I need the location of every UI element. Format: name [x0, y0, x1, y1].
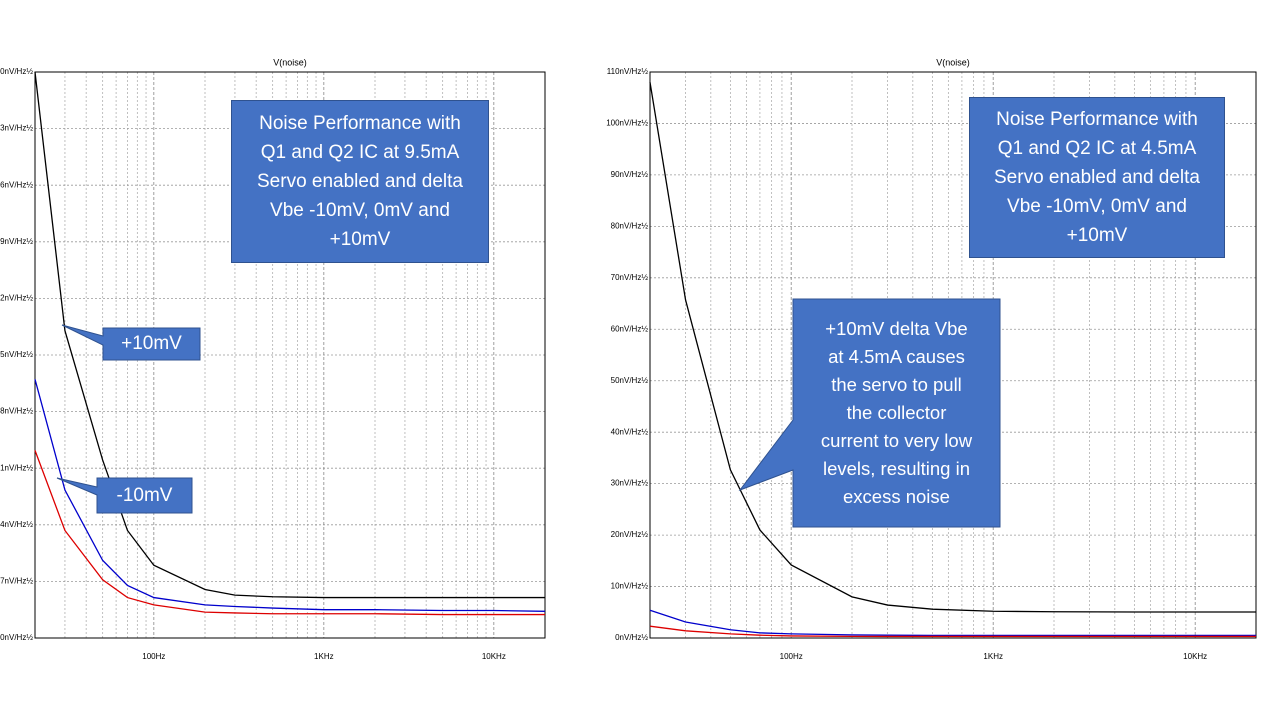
- annotation-line: Noise Performance with: [996, 109, 1198, 130]
- y-tick-label: 10nV/Hz½: [611, 582, 649, 591]
- y-tick-label: 0.0nV/Hz½: [0, 633, 33, 642]
- y-tick-label: 60nV/Hz½: [611, 324, 649, 333]
- plot-frame: [34, 71, 546, 639]
- y-tick-label: 40nV/Hz½: [611, 427, 649, 436]
- annotation-line: the collector: [846, 402, 947, 423]
- annotation-line: Q1 and Q2 IC at 9.5mA: [260, 142, 460, 163]
- annotation-line: Vbe -10mV, 0mV and: [1007, 196, 1187, 217]
- y-tick-label: 80nV/Hz½: [611, 221, 649, 230]
- plot-frame: [649, 71, 1257, 639]
- annotation-line: Noise Performance with: [259, 113, 461, 134]
- annotation-line: +10mV: [329, 229, 391, 250]
- y-tick-label: 0nV/Hz½: [615, 633, 648, 642]
- series-line: [649, 625, 1256, 638]
- annotation-line: excess noise: [843, 486, 950, 507]
- y-tick-label: 0.7nV/Hz½: [0, 577, 33, 586]
- series-line: [34, 379, 546, 612]
- chart-title: V(noise): [936, 57, 970, 67]
- annotation-line: Q1 and Q2 IC at 4.5mA: [997, 138, 1197, 159]
- y-tick-label: 3.5nV/Hz½: [0, 350, 33, 359]
- y-tick-label: 7.0nV/Hz½: [0, 67, 33, 76]
- y-tick-label: 100nV/Hz½: [606, 119, 648, 128]
- series-line: [649, 609, 1256, 637]
- callout-shape: [738, 298, 1001, 528]
- annotation-line: levels, resulting in: [822, 458, 971, 479]
- annotation-line: at 4.5mA causes: [828, 346, 965, 367]
- y-tick-label: 20nV/Hz½: [611, 530, 649, 539]
- annotation-line: +10mV delta Vbe: [825, 318, 968, 339]
- annotation-line: Servo enabled and delta: [994, 167, 1200, 188]
- annotation-box: Noise Performance with Q1 and Q2 IC at 9.…: [231, 100, 489, 263]
- y-tick-label: 50nV/Hz½: [611, 376, 649, 385]
- x-tick-label: 100Hz: [142, 652, 165, 661]
- annotation-line: current to very low: [820, 430, 973, 451]
- series-line: [649, 82, 1256, 613]
- y-tick-label: 1.4nV/Hz½: [0, 520, 33, 529]
- annotation-line: +10mV: [1066, 225, 1128, 246]
- y-tick-label: 2.8nV/Hz½: [0, 407, 33, 416]
- callout: -10mV: [97, 478, 192, 513]
- y-tick-label: 4.9nV/Hz½: [0, 237, 33, 246]
- x-tick-label: 1KHz: [314, 652, 334, 661]
- x-tick-label: 10KHz: [1183, 652, 1207, 661]
- y-tick-label: 110nV/Hz½: [607, 67, 649, 76]
- callout: +10mV: [103, 328, 200, 360]
- series-line: [34, 450, 545, 616]
- y-tick-label: 30nV/Hz½: [611, 479, 649, 488]
- y-tick-label: 70nV/Hz½: [611, 273, 649, 282]
- callout-shape: [61, 324, 201, 361]
- annotation-line: Vbe -10mV, 0mV and: [270, 200, 450, 221]
- callout: +10mV delta Vbe at 4.5mA causes the servo …: [793, 299, 1000, 527]
- annotation-box: Noise Performance with Q1 and Q2 IC at 4.…: [969, 97, 1225, 258]
- y-tick-label: 90nV/Hz½: [611, 170, 649, 179]
- callout-shape: [56, 477, 193, 514]
- series-line: [34, 71, 545, 599]
- y-tick-label: 6.3nV/Hz½: [0, 124, 33, 133]
- x-tick-label: 100Hz: [780, 652, 803, 661]
- annotation-line: +10mV: [121, 333, 182, 354]
- y-tick-label: 4.2nV/Hz½: [0, 294, 33, 303]
- annotation-line: -10mV: [116, 484, 173, 506]
- x-tick-label: 1KHz: [983, 652, 1003, 661]
- annotation-line: the servo to pull: [831, 374, 962, 395]
- chart-title: V(noise): [273, 57, 307, 67]
- y-tick-label: 2.1nV/Hz½: [0, 463, 33, 472]
- y-tick-label: 5.6nV/Hz½: [0, 180, 33, 189]
- x-tick-label: 10KHz: [482, 652, 506, 661]
- annotation-line: Servo enabled and delta: [257, 171, 463, 192]
